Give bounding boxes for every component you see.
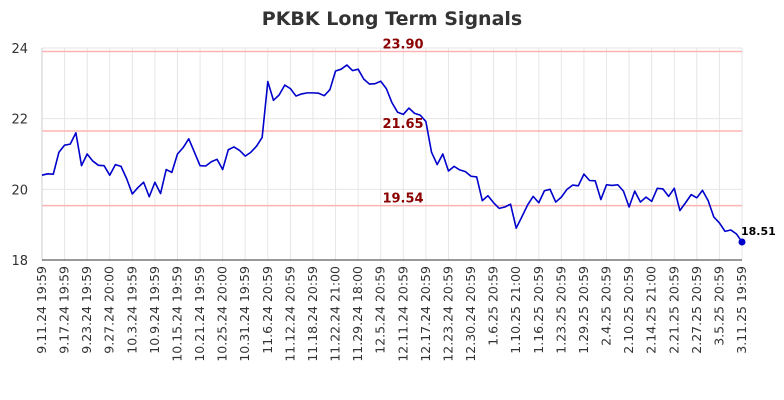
grid <box>41 47 743 261</box>
x-tick-label: 10.9.24 19:59 <box>147 266 162 354</box>
series-line <box>41 64 743 243</box>
x-tick-label: 11.12.24 20:59 <box>282 266 297 362</box>
x-tick-label: 1.10.25 21:00 <box>508 266 523 354</box>
axes <box>41 48 742 261</box>
x-tick-label: 11.18.24 20:59 <box>305 266 320 362</box>
x-tick-label: 12.23.24 20:59 <box>440 266 455 362</box>
x-tick-label: 10.15.24 19:59 <box>169 266 184 362</box>
x-tick-label: 2.14.25 21:00 <box>644 266 659 354</box>
x-tick-label: 10.21.24 19:59 <box>192 266 207 362</box>
y-tick-label: 22 <box>11 113 28 128</box>
x-tick-label: 2.27.25 20:59 <box>689 266 704 354</box>
x-tick-label: 11.6.24 20:59 <box>260 266 275 354</box>
y-axis-ticks: 18 20 22 24 <box>11 42 28 269</box>
reference-line-label: 19.54 <box>382 192 423 207</box>
x-tick-label: 10.3.24 19:59 <box>124 266 139 354</box>
x-tick-label: 1.23.25 20:59 <box>553 266 568 354</box>
x-tick-label: 1.29.25 20:59 <box>576 266 591 354</box>
y-tick-label: 20 <box>11 183 28 198</box>
y-tick-label: 24 <box>11 42 28 57</box>
x-tick-label: 11.29.24 18:00 <box>350 266 365 362</box>
chart-title: PKBK Long Term Signals <box>262 8 522 30</box>
reference-line-label: 21.65 <box>382 117 423 132</box>
x-axis-ticks: 9.11.24 19:59 9.17.24 19:59 9.23.24 19:59 9… <box>34 266 749 362</box>
x-tick-label: 9.11.24 19:59 <box>34 266 49 354</box>
x-tick-label: 2.4.25 20:59 <box>599 266 614 346</box>
y-tick-label: 18 <box>11 254 28 269</box>
reference-line-label: 23.90 <box>382 38 423 53</box>
last-value-label: 18.51 <box>741 225 776 238</box>
reference-lines: 23.90 21.65 19.54 <box>42 38 742 207</box>
x-tick-label: 10.25.24 20:00 <box>215 266 230 362</box>
x-tick-label: 12.30.24 20:59 <box>463 266 478 362</box>
x-tick-label: 12.17.24 20:59 <box>418 266 433 362</box>
x-tick-label: 9.27.24 20:00 <box>102 266 117 354</box>
x-tick-label: 12.5.24 20:59 <box>373 266 388 354</box>
x-tick-label: 9.17.24 19:59 <box>57 266 72 354</box>
series: 18.51 <box>41 64 776 246</box>
x-tick-label: 3.5.25 20:59 <box>711 266 726 346</box>
x-tick-label: 2.10.25 20:59 <box>621 266 636 354</box>
last-point-marker <box>738 238 746 246</box>
x-tick-label: 2.21.25 20:59 <box>666 266 681 354</box>
x-tick-label: 1.16.25 20:59 <box>531 266 546 354</box>
x-tick-label: 9.23.24 19:59 <box>79 266 94 354</box>
x-tick-label: 3.11.25 19:59 <box>734 266 749 354</box>
x-tick-label: 11.22.24 21:00 <box>328 266 343 362</box>
x-tick-label: 10.31.24 19:59 <box>237 266 252 362</box>
x-tick-label: 12.11.24 20:59 <box>395 266 410 362</box>
x-tick-label: 1.6.25 20:59 <box>486 266 501 346</box>
